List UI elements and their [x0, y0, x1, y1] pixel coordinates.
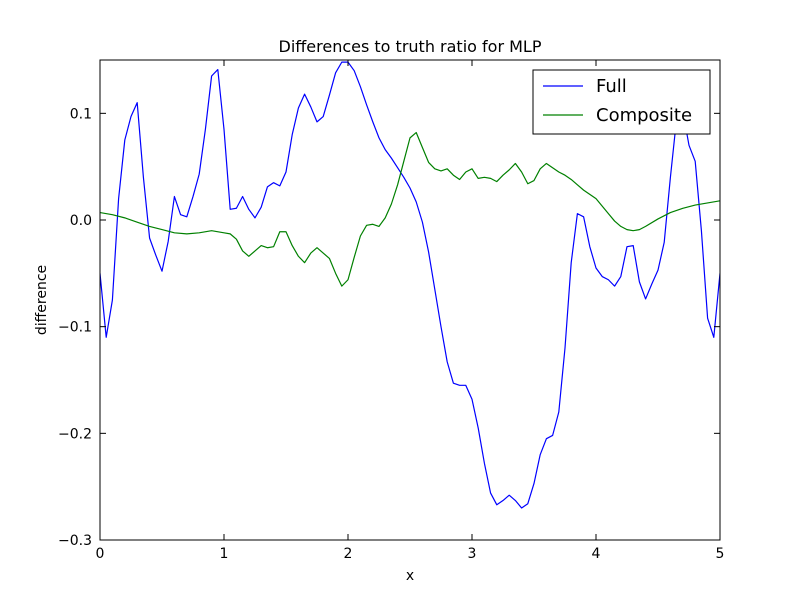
y-tick-label: 0.0 — [70, 213, 92, 229]
axis-layer: 0 1 2 3 4 5 −0.3 −0.2 −0.1 0.0 0.1 — [58, 60, 724, 562]
series-layer — [100, 61, 720, 509]
x-tick-label: 4 — [592, 546, 601, 562]
y-tick-label: −0.2 — [58, 426, 92, 442]
y-axis-label: difference — [34, 265, 50, 335]
x-tick-label: 2 — [344, 546, 353, 562]
chart-title: Differences to truth ratio for MLP — [279, 37, 542, 56]
y-tick-label: 0.1 — [70, 106, 92, 122]
y-tick-label: −0.1 — [58, 320, 92, 336]
legend-label-composite: Composite — [596, 105, 692, 126]
x-tick-label: 5 — [716, 546, 725, 562]
x-tick-label: 1 — [220, 546, 229, 562]
series-line-full — [100, 61, 720, 509]
x-tick-label: 3 — [468, 546, 477, 562]
series-line-composite — [100, 131, 720, 287]
y-tick-label: −0.3 — [58, 533, 92, 549]
legend-label-full: Full — [596, 76, 627, 97]
legend-box — [532, 69, 711, 135]
x-axis-label: x — [406, 568, 414, 584]
x-tick-label: 0 — [96, 546, 105, 562]
plot-frame — [99, 59, 721, 541]
legend: Full Composite — [532, 69, 711, 135]
